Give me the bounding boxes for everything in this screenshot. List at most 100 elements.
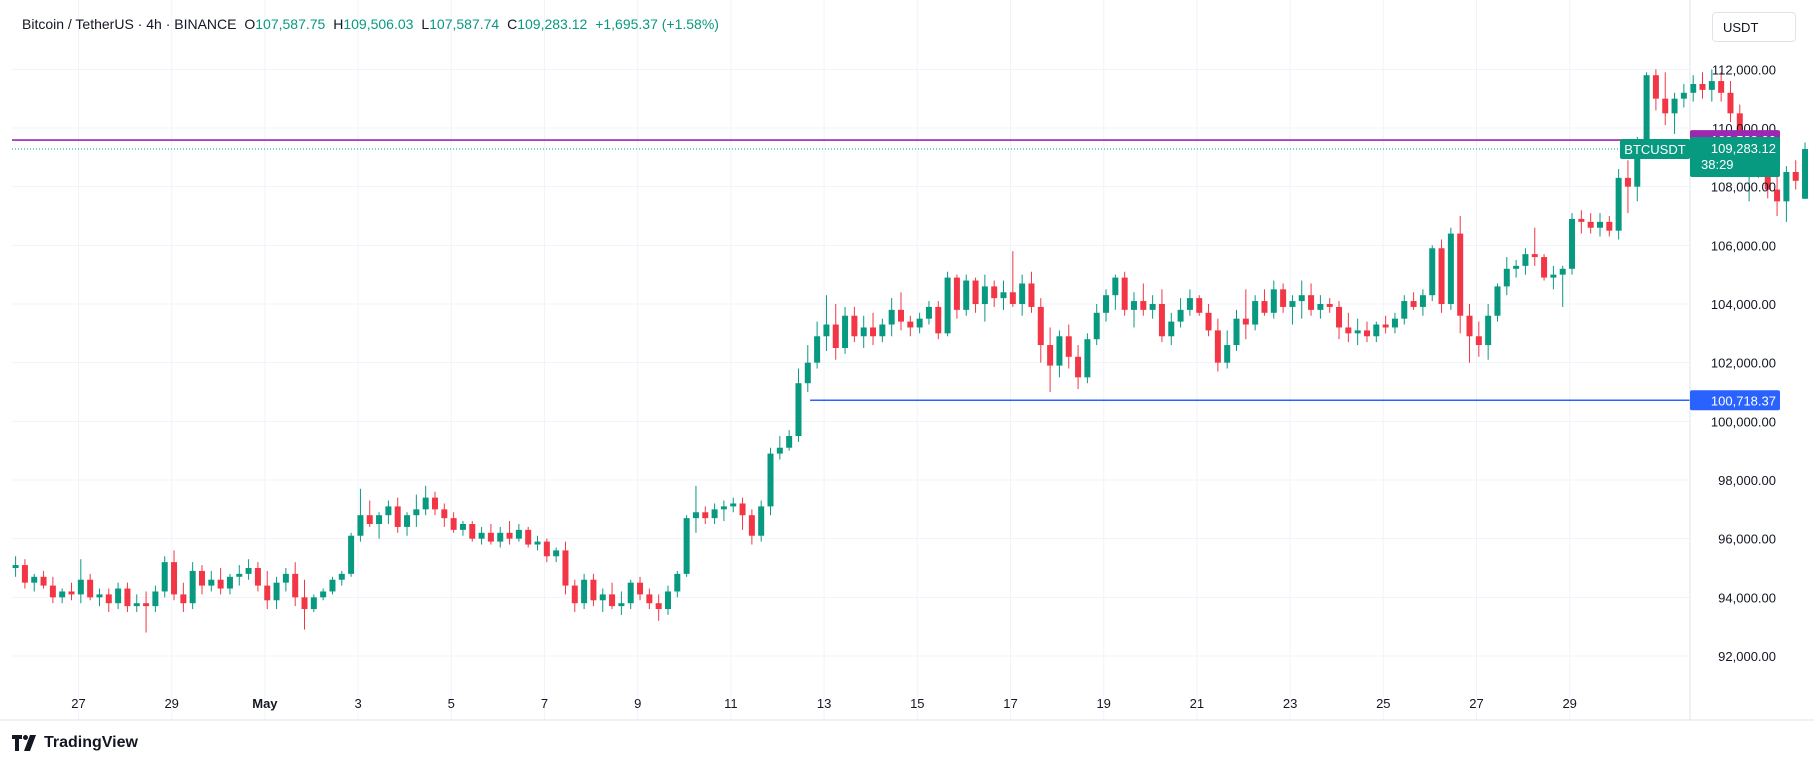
candle-down <box>571 585 578 604</box>
candle-down <box>991 286 998 299</box>
candle-down <box>646 594 653 604</box>
candle-down <box>739 503 746 516</box>
candle-down <box>851 315 858 337</box>
candle-up <box>96 594 103 598</box>
candle-up <box>329 579 336 592</box>
time-axis: 27 29 May 3 5 7 9 11 13 15 17 19 21 23 25 27 29 <box>71 696 1577 711</box>
candle-up <box>599 594 606 601</box>
candle-up <box>1485 315 1492 346</box>
candle-up <box>814 336 821 363</box>
candle-up <box>1569 218 1576 269</box>
low-value: 107,587.74 <box>429 16 500 32</box>
candle-down <box>254 568 261 586</box>
candle-up <box>161 562 168 592</box>
candle-up <box>1056 336 1063 366</box>
open-label: O <box>244 16 256 32</box>
candle-up <box>786 436 793 448</box>
candle-up <box>12 565 19 568</box>
candle-up <box>1149 304 1156 310</box>
candle-down <box>637 582 644 595</box>
candle-up <box>888 309 895 325</box>
candle-down <box>1009 292 1016 304</box>
time-tick-label: 13 <box>817 696 831 711</box>
price-tick-label: 108,000.00 <box>1711 180 1776 195</box>
price-tick-label: 106,000.00 <box>1711 238 1776 253</box>
candle-up <box>1130 301 1137 310</box>
price-tick-label: 94,000.00 <box>1718 590 1776 605</box>
candle-down <box>21 565 28 583</box>
currency-button[interactable]: USDT <box>1712 12 1796 42</box>
candle-up <box>1783 172 1790 202</box>
candle-up <box>823 324 830 337</box>
candle-up <box>133 603 140 607</box>
price-axis: 92,000.00 94,000.00 96,000.00 98,000.00 100,… <box>1711 62 1776 664</box>
time-tick-label: 23 <box>1283 696 1297 711</box>
candle-down <box>180 594 187 604</box>
candle-down <box>1214 330 1221 363</box>
candle-down <box>1466 315 1473 337</box>
close-value: 109,283.12 <box>517 16 588 32</box>
candle-up <box>692 512 699 519</box>
candle-up <box>59 591 66 598</box>
candle-up <box>115 588 122 604</box>
candle-down <box>506 532 513 539</box>
candle-up <box>1224 345 1231 363</box>
candle-down <box>1205 312 1212 331</box>
high-label: H <box>333 16 344 32</box>
candle-up <box>1317 304 1324 310</box>
tradingview-logo[interactable]: TradingView <box>12 734 138 752</box>
price-tick-label: 100,000.00 <box>1711 414 1776 429</box>
candle-down <box>1326 304 1333 307</box>
time-tick-label: 5 <box>448 696 455 711</box>
candle-up <box>515 529 522 539</box>
candle-up <box>879 324 886 337</box>
candle-down <box>953 277 960 310</box>
candle-down <box>1662 98 1669 114</box>
candle-up <box>1615 177 1622 231</box>
time-tick-label: 27 <box>1469 696 1483 711</box>
candle-up <box>1419 295 1426 307</box>
candle-up <box>273 582 280 601</box>
candle-up <box>1596 221 1603 228</box>
candle-up <box>674 573 681 592</box>
candle-down <box>217 579 224 589</box>
candle-up <box>925 306 932 319</box>
candle-down <box>292 573 299 598</box>
candle-up <box>77 579 84 595</box>
candle-down <box>1578 218 1585 222</box>
candle-up <box>1298 295 1305 302</box>
candles <box>12 69 1809 633</box>
change-value: +1,695.37 (+1.58%) <box>595 16 719 32</box>
candle-down <box>935 306 942 334</box>
time-tick-label: 21 <box>1190 696 1204 711</box>
candle-down <box>49 585 56 598</box>
low-label: L <box>421 16 430 32</box>
price-tick-label: 112,000.00 <box>1712 62 1776 77</box>
candle-up <box>1690 84 1697 93</box>
price-tick-label: 92,000.00 <box>1718 649 1776 664</box>
candle-up <box>1186 298 1193 310</box>
candle-up <box>1000 292 1007 299</box>
candle-up <box>1112 277 1119 296</box>
symbol-title[interactable]: Bitcoin / TetherUS · 4h · BINANCE <box>22 16 237 32</box>
candle-down <box>1047 345 1054 366</box>
candle-up <box>1168 321 1175 337</box>
candle-up <box>534 541 541 545</box>
candle-up <box>683 518 690 574</box>
candle-down <box>1624 177 1631 187</box>
candle-up <box>152 591 159 607</box>
candle-down <box>655 603 662 610</box>
candle-down <box>264 585 271 601</box>
candle-down <box>450 518 457 530</box>
candle-up <box>720 506 727 510</box>
candle-up <box>385 506 392 516</box>
candle-up <box>730 503 737 507</box>
candle-down <box>1541 257 1548 278</box>
candle-down <box>702 512 709 519</box>
open-value: 107,587.75 <box>255 16 326 32</box>
candle-down <box>198 570 205 586</box>
candle-down <box>1345 327 1352 334</box>
candle-up <box>320 591 327 598</box>
candle-up <box>944 277 951 334</box>
